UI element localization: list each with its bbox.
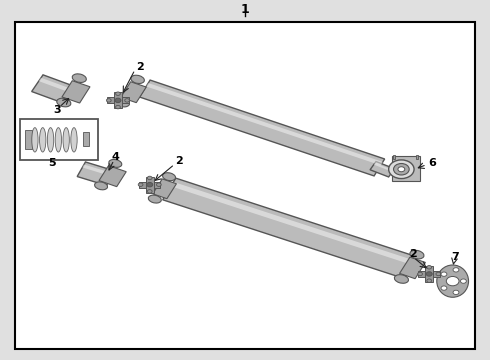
Polygon shape	[140, 80, 385, 176]
Polygon shape	[153, 179, 176, 199]
Ellipse shape	[163, 173, 175, 181]
Text: 2: 2	[409, 249, 416, 259]
Ellipse shape	[63, 128, 70, 152]
Ellipse shape	[109, 159, 122, 167]
Ellipse shape	[394, 275, 409, 283]
Text: 5: 5	[48, 158, 56, 168]
Circle shape	[147, 183, 153, 187]
Bar	[20, 119, 98, 160]
Ellipse shape	[116, 99, 129, 107]
Ellipse shape	[55, 128, 62, 152]
Ellipse shape	[437, 265, 468, 297]
Polygon shape	[374, 163, 393, 172]
Circle shape	[441, 286, 447, 290]
Text: 1: 1	[241, 3, 249, 16]
Polygon shape	[146, 83, 383, 165]
Ellipse shape	[32, 128, 38, 152]
Circle shape	[417, 272, 422, 276]
Ellipse shape	[410, 250, 424, 259]
Ellipse shape	[95, 182, 107, 190]
Bar	[114, 93, 122, 108]
Polygon shape	[171, 182, 416, 265]
Circle shape	[115, 98, 121, 103]
Polygon shape	[62, 81, 90, 103]
Ellipse shape	[148, 195, 161, 203]
Circle shape	[116, 105, 121, 109]
Circle shape	[427, 266, 432, 269]
Ellipse shape	[71, 128, 77, 152]
Text: 7: 7	[451, 252, 459, 262]
Circle shape	[106, 99, 111, 102]
Circle shape	[389, 160, 414, 179]
Bar	[25, 130, 32, 149]
Bar	[83, 132, 89, 146]
Circle shape	[427, 279, 432, 282]
Circle shape	[147, 190, 152, 193]
Text: 6: 6	[428, 158, 436, 168]
Circle shape	[398, 167, 405, 172]
Bar	[107, 98, 129, 103]
Circle shape	[393, 163, 409, 175]
Text: 2: 2	[175, 156, 183, 166]
Polygon shape	[163, 178, 417, 279]
Circle shape	[147, 176, 152, 180]
Text: 4: 4	[112, 152, 120, 162]
Bar	[139, 182, 160, 188]
Circle shape	[453, 268, 459, 272]
Polygon shape	[77, 162, 115, 185]
Circle shape	[116, 92, 121, 95]
Bar	[416, 155, 418, 159]
Text: 2: 2	[136, 62, 144, 72]
Bar	[392, 156, 420, 181]
Circle shape	[426, 272, 432, 276]
Circle shape	[156, 183, 161, 186]
Circle shape	[453, 290, 459, 294]
Ellipse shape	[131, 75, 145, 84]
Polygon shape	[39, 78, 75, 94]
Text: 3: 3	[53, 105, 61, 115]
Ellipse shape	[72, 74, 86, 82]
Bar	[425, 266, 433, 282]
Circle shape	[138, 183, 143, 186]
Circle shape	[461, 279, 466, 283]
Circle shape	[446, 276, 459, 286]
Polygon shape	[370, 162, 394, 177]
Circle shape	[436, 272, 441, 276]
Circle shape	[125, 99, 129, 102]
Circle shape	[441, 272, 447, 276]
Ellipse shape	[40, 128, 46, 152]
Polygon shape	[121, 82, 146, 103]
Polygon shape	[32, 75, 77, 104]
Ellipse shape	[48, 128, 54, 152]
Polygon shape	[82, 165, 113, 176]
Bar	[393, 155, 395, 159]
Bar	[146, 177, 154, 193]
Polygon shape	[99, 166, 126, 186]
Bar	[418, 271, 440, 277]
Polygon shape	[399, 257, 425, 279]
Ellipse shape	[57, 98, 71, 107]
